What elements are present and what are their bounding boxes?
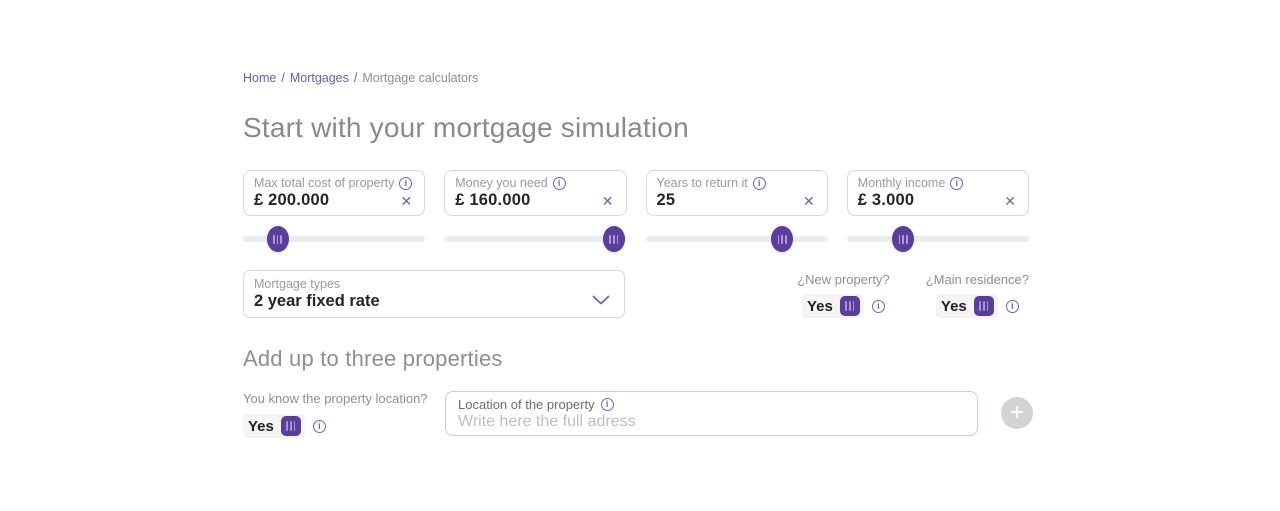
slider-handle[interactable] bbox=[892, 226, 915, 252]
info-icon[interactable]: i bbox=[871, 299, 885, 313]
toggle-question: You know the property location? bbox=[243, 391, 428, 406]
new-property-toggle[interactable]: Yes bbox=[801, 294, 864, 318]
info-icon[interactable]: i bbox=[1005, 299, 1019, 313]
breadcrumb-link-home[interactable]: Home bbox=[243, 71, 277, 85]
field-label-text: Max total cost of property bbox=[254, 176, 395, 190]
info-icon[interactable]: i bbox=[312, 419, 326, 433]
info-icon[interactable]: i bbox=[600, 398, 614, 411]
breadcrumb-link-mortgages[interactable]: Mortgages bbox=[289, 71, 349, 85]
select-label-text: Mortgage types bbox=[254, 277, 341, 291]
field-label: Years to return it i bbox=[657, 176, 817, 190]
select-label: Mortgage types bbox=[254, 277, 610, 291]
add-property-button[interactable]: + bbox=[1001, 397, 1033, 429]
slider-handle[interactable] bbox=[602, 226, 625, 252]
toggle-value: Yes bbox=[248, 417, 274, 435]
property-location-field[interactable]: Location of the property i bbox=[445, 391, 978, 436]
monthly-income-field[interactable]: Monthly income i £ 3.000 ✕ bbox=[846, 170, 1029, 216]
slider-track[interactable] bbox=[645, 236, 828, 242]
slider-track[interactable] bbox=[243, 236, 426, 242]
info-icon[interactable]: i bbox=[950, 176, 964, 190]
info-icon[interactable]: i bbox=[399, 176, 413, 190]
toggle-value: Yes bbox=[806, 297, 833, 315]
field-value[interactable]: £ 160.000 bbox=[455, 191, 531, 209]
slider-handle[interactable] bbox=[771, 226, 794, 252]
years-to-return-slider[interactable] bbox=[645, 226, 828, 252]
page-title: Start with your mortgage simulation bbox=[243, 112, 689, 143]
info-icon[interactable]: i bbox=[552, 176, 566, 190]
money-you-need-field[interactable]: Money you need i £ 160.000 ✕ bbox=[444, 170, 627, 216]
location-known-toggle-group: You know the property location? Yes i bbox=[243, 391, 445, 438]
location-label: Location of the property i bbox=[458, 397, 965, 412]
property-toggles: ¿New property? Yes i ¿Main residence? Ye… bbox=[797, 272, 1029, 318]
sliders-row bbox=[243, 226, 1029, 252]
years-to-return-field[interactable]: Years to return it i 25 ✕ bbox=[645, 170, 828, 216]
field-label: Money you need i bbox=[455, 176, 615, 190]
field-label: Monthly income i bbox=[858, 176, 1018, 190]
field-value[interactable]: £ 200.000 bbox=[254, 191, 330, 209]
clear-icon[interactable]: ✕ bbox=[1004, 192, 1016, 209]
main-residence-toggle[interactable]: Yes bbox=[935, 294, 998, 318]
simulation-fields-row: Max total cost of property i £ 200.000 ✕… bbox=[243, 170, 1029, 216]
slider-track[interactable] bbox=[444, 236, 627, 242]
properties-section-heading: Add up to three properties bbox=[243, 346, 503, 371]
new-property-toggle-group: ¿New property? Yes i bbox=[797, 272, 890, 318]
max-total-cost-field[interactable]: Max total cost of property i £ 200.000 ✕ bbox=[243, 170, 426, 216]
breadcrumb-separator: / bbox=[281, 71, 285, 85]
chevron-down-icon[interactable] bbox=[592, 293, 610, 311]
info-icon[interactable]: i bbox=[752, 176, 766, 190]
field-label: Max total cost of property i bbox=[254, 176, 414, 190]
monthly-income-slider[interactable] bbox=[846, 226, 1029, 252]
breadcrumb-separator: / bbox=[353, 71, 358, 85]
main-residence-toggle-group: ¿Main residence? Yes i bbox=[926, 272, 1029, 318]
field-label-text: Money you need bbox=[455, 176, 548, 190]
breadcrumb: Home / Mortgages / Mortgage calculators bbox=[243, 71, 478, 85]
field-label-text: Monthly income bbox=[857, 176, 946, 190]
clear-icon[interactable]: ✕ bbox=[601, 192, 614, 209]
toggle-value: Yes bbox=[940, 297, 967, 315]
location-input[interactable] bbox=[458, 413, 965, 431]
toggle-question: ¿Main residence? bbox=[925, 272, 1029, 287]
toggle-knob-icon[interactable] bbox=[839, 296, 860, 316]
clear-icon[interactable]: ✕ bbox=[803, 192, 815, 209]
toggle-knob-icon[interactable] bbox=[280, 416, 301, 436]
slider-track[interactable] bbox=[846, 236, 1029, 242]
clear-icon[interactable]: ✕ bbox=[400, 192, 413, 209]
money-you-need-slider[interactable] bbox=[444, 226, 627, 252]
location-known-toggle[interactable]: Yes bbox=[243, 414, 305, 438]
location-label-text: Location of the property bbox=[458, 397, 595, 412]
field-value[interactable]: 25 bbox=[656, 191, 676, 209]
field-label-text: Years to return it bbox=[656, 176, 748, 190]
toggle-knob-icon[interactable] bbox=[973, 296, 994, 316]
toggle-question: ¿New property? bbox=[797, 272, 890, 287]
breadcrumb-current: Mortgage calculators bbox=[362, 71, 479, 85]
slider-handle[interactable] bbox=[266, 226, 289, 252]
mortgage-types-select[interactable]: Mortgage types 2 year fixed rate bbox=[243, 270, 625, 318]
max-total-cost-slider[interactable] bbox=[243, 226, 426, 252]
field-value[interactable]: £ 3.000 bbox=[857, 191, 915, 209]
select-value: 2 year fixed rate bbox=[254, 292, 380, 310]
